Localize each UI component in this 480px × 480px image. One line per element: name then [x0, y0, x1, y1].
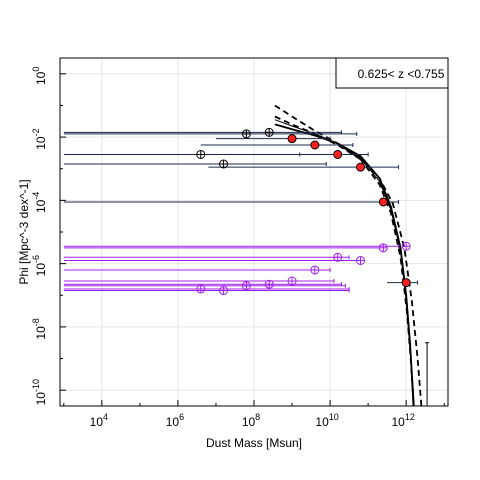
x-axis-label: Dust Mass [Msun] [206, 436, 302, 450]
fit-curve-2 [274, 119, 414, 407]
y-axis-label: Phi [Mpc^-3 dex^-1] [17, 179, 31, 284]
error-bars [63, 130, 430, 406]
data-point-red [401, 278, 411, 288]
x-tick-label: 1010 [315, 412, 338, 429]
fit-curve-4 [274, 115, 423, 407]
y-tick-label: 10-6 [31, 255, 48, 276]
fit-curve-3 [274, 104, 415, 407]
data-point-red [378, 197, 388, 207]
x-tick-label: 106 [166, 412, 184, 429]
legend-text: 0.625< z <0.755 [358, 67, 445, 81]
data-point-red [287, 134, 297, 144]
data-points [196, 127, 411, 296]
fit-curve-1 [274, 123, 415, 407]
fit-curves [274, 104, 423, 407]
grid-lines [60, 58, 448, 406]
legend-box [335, 57, 449, 89]
x-tick-label: 1012 [391, 412, 414, 429]
x-tick-label: 104 [90, 412, 108, 429]
data-point-red [333, 149, 343, 159]
data-point-red [356, 162, 366, 172]
y-tick-label: 100 [31, 67, 48, 85]
y-tick-label: 10-4 [31, 192, 48, 213]
data-point-red [310, 140, 320, 150]
y-tick-label: 10-10 [31, 379, 48, 405]
legend: 0.625< z <0.755 [335, 57, 449, 89]
y-tick-label: 10-8 [31, 318, 48, 339]
y-tick-label: 10-2 [31, 128, 48, 149]
x-tick-label: 108 [242, 412, 260, 429]
